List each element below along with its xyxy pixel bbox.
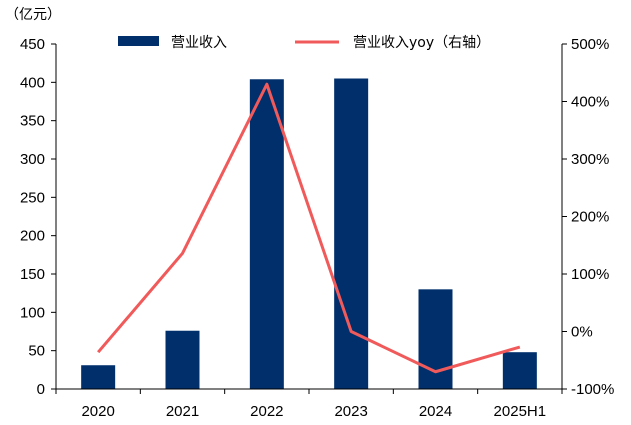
right-tick-label: 300% xyxy=(571,151,609,168)
axes xyxy=(55,44,563,390)
x-tick-label: 2021 xyxy=(166,403,199,420)
right-tick-label: 500% xyxy=(571,36,609,53)
left-tick-label: 50 xyxy=(28,343,45,360)
x-tick-label: 2025H1 xyxy=(494,403,547,420)
bar-2022 xyxy=(249,79,284,390)
left-tick-label: 250 xyxy=(20,189,45,206)
left-tick-label: 200 xyxy=(20,228,45,245)
right-tick-label: 400% xyxy=(571,94,609,111)
left-axis-unit-label: （亿元） xyxy=(5,7,61,23)
left-axis-ticks: 0 50 100 150 200 250 300 350 400 450 xyxy=(20,36,56,398)
bar-2025H1 xyxy=(502,352,537,389)
bar-2021 xyxy=(165,330,200,389)
left-tick-label: 450 xyxy=(20,36,45,53)
bar-2020 xyxy=(81,365,116,389)
legend-bar-label: 营业收入 xyxy=(171,35,227,51)
right-tick-label: 200% xyxy=(571,209,609,226)
bar-2024 xyxy=(418,289,453,389)
right-tick-label: 100% xyxy=(571,266,609,283)
left-tick-label: 100 xyxy=(20,304,45,321)
left-tick-label: 350 xyxy=(20,113,45,130)
bar-series xyxy=(81,78,537,390)
left-tick-label: 300 xyxy=(20,151,45,168)
x-tick-label: 2022 xyxy=(250,403,283,420)
right-tick-label: -100% xyxy=(571,381,614,398)
legend: 营业收入 营业收入yoy（右轴） xyxy=(118,35,490,51)
left-tick-label: 400 xyxy=(20,74,45,91)
yoy-line xyxy=(97,82,521,374)
line-series xyxy=(97,82,521,374)
legend-bar-swatch xyxy=(118,36,159,46)
right-tick-label: 0% xyxy=(571,324,593,341)
right-axis-ticks: -100% 0% 100% 200% 300% 400% 500% xyxy=(562,36,614,398)
x-axis-ticks: 2020 2021 2022 2023 2024 2025H1 xyxy=(55,389,563,420)
x-tick-label: 2024 xyxy=(419,403,452,420)
x-tick-label: 2023 xyxy=(334,403,367,420)
bar-2023 xyxy=(334,78,369,389)
x-tick-label: 2020 xyxy=(81,403,114,420)
left-tick-label: 0 xyxy=(37,381,45,398)
legend-line-label: 营业收入yoy（右轴） xyxy=(353,35,490,51)
left-tick-label: 150 xyxy=(20,266,45,283)
